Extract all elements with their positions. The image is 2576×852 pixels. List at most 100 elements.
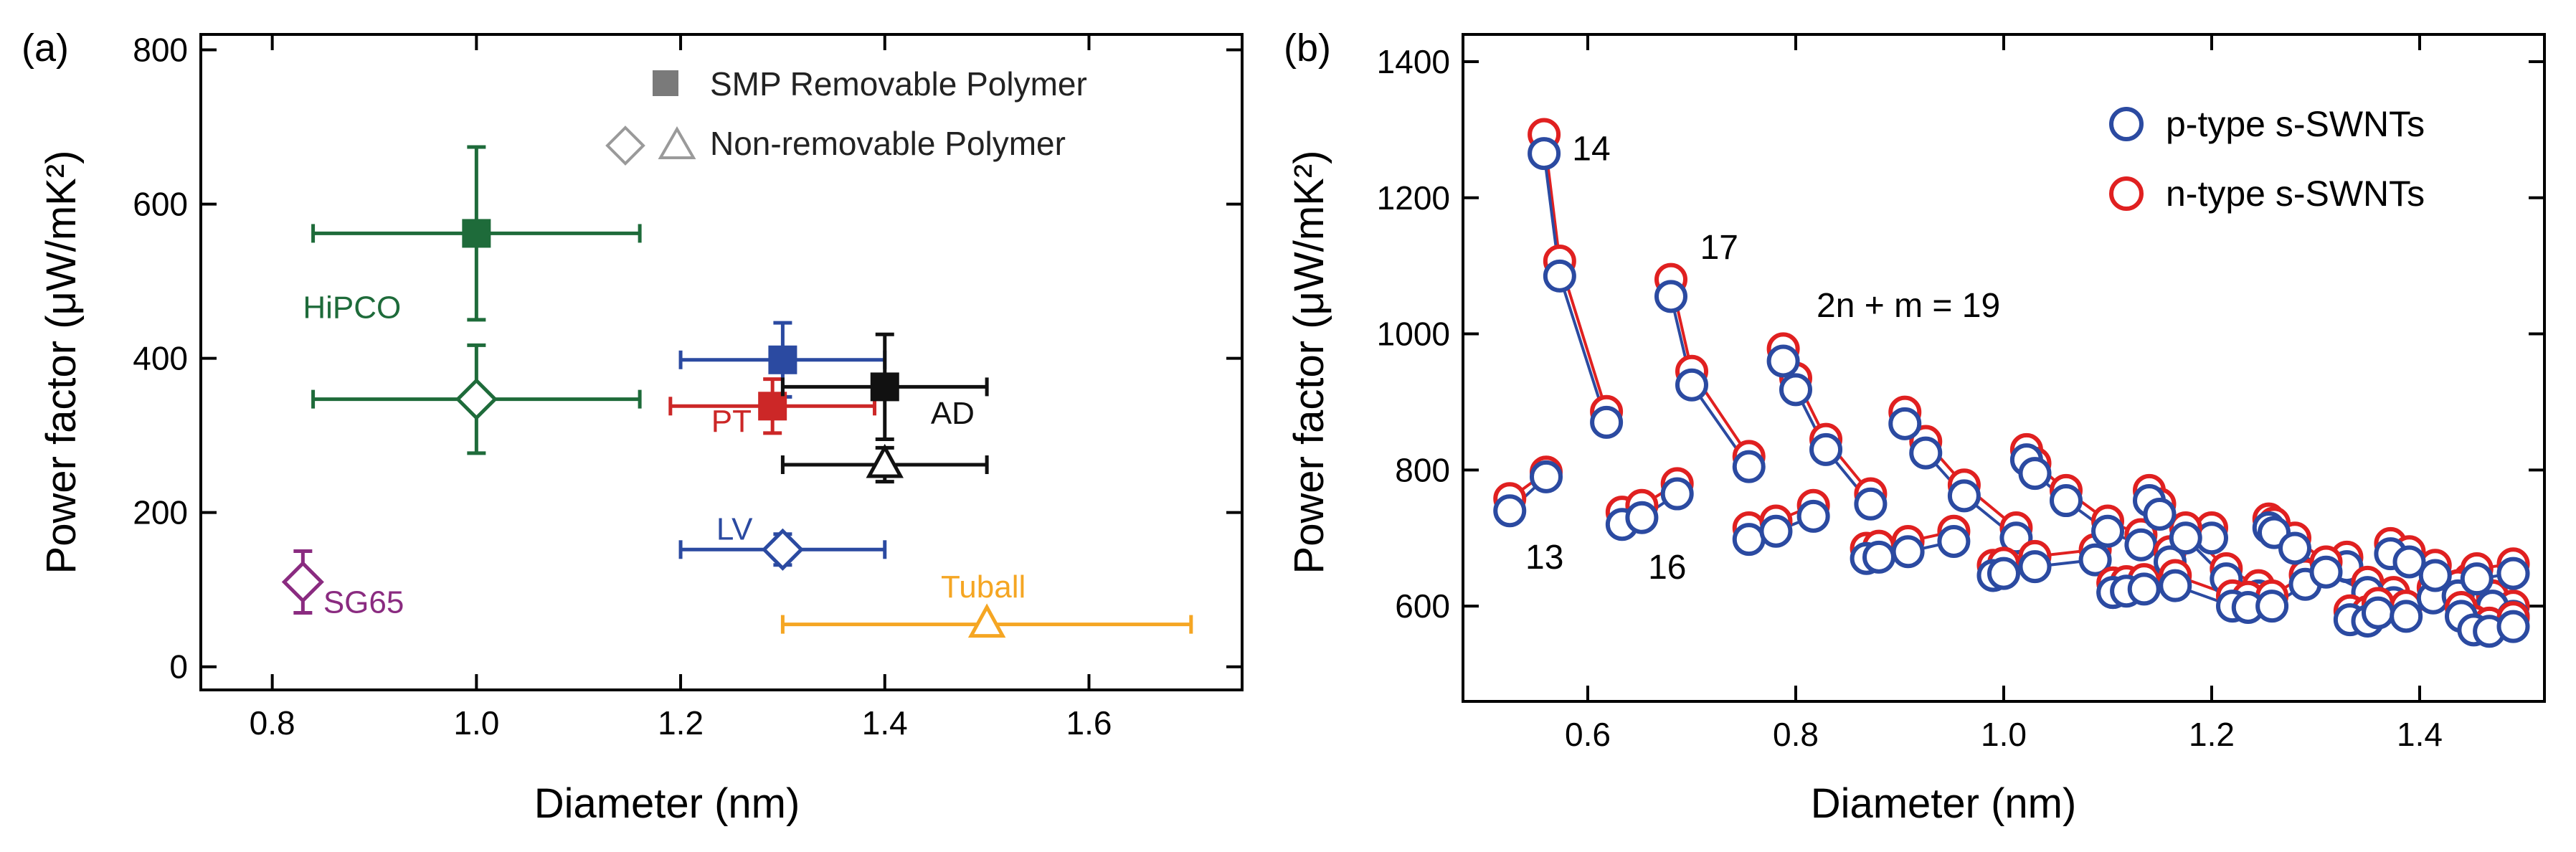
x-tick-label: 1.0 [453,704,499,742]
family-annotation-label: 17 [1700,229,1738,267]
x-tick-label: 1.2 [2189,716,2235,753]
p-type-family-point [2460,562,2494,596]
y-tick-label: 0 [169,648,188,686]
legend-p-type-marker [2109,107,2144,141]
x-tick-label: 1.2 [658,704,704,742]
p-type-family-point [1759,514,1793,548]
y-tick-label: 400 [133,340,188,377]
data-point-lv-square [768,345,797,374]
p-type-family-point [1660,477,1694,511]
p-type-family-point [2418,559,2452,592]
annotation-label-tuball: Tuball [941,569,1026,605]
legend-n-type-marker [2109,176,2144,211]
p-type-family-point [2018,457,2052,491]
p-type-family-point [1732,523,1766,557]
panel-b-x-axis-label: Diameter (nm) [1811,780,2077,827]
data-point-hipco-diamond [455,378,498,421]
p-type-family-point [2124,528,2158,562]
p-type-family-point [2390,600,2423,633]
panel-b-chart: (b) Power factor (μW/mK²) Diameter (nm) … [1284,27,2546,827]
p-type-family-point [2091,514,2124,548]
y-tick-label: 800 [1395,451,1450,488]
p-type-family-point [2309,555,2343,589]
p-type-family-point [1654,280,1687,313]
p-type-family-point [2169,521,2202,555]
p-type-family-point [2278,531,2311,565]
panel-a-label: (a) [22,27,69,70]
family-annotation-label: 2n + m = 19 [1817,287,2000,325]
annotation-label-lv: LV [716,511,753,546]
p-type-family-point [1862,540,1895,574]
panel-a-chart: (a) Power factor (μW/mK²) Diameter (nm) … [22,27,1244,827]
p-type-family-point [1809,432,1843,466]
y-tick-label: 1400 [1377,43,1450,80]
p-type-family-point [1909,436,1943,470]
p-type-family-point [2127,572,2161,606]
annotation-label-sg65: SG65 [323,584,404,620]
family-annotation-label: 13 [1525,539,1563,577]
p-type-family-point [1732,450,1766,483]
data-point-lv-diamond [761,528,804,571]
panel-a-y-axis-label: Power factor (μW/mK²) [38,151,85,574]
p-type-family-point [2159,569,2192,602]
p-type-family-point [2018,550,2052,584]
p-type-family-point [2392,545,2426,579]
p-type-family-point [1590,405,1624,439]
legend-removable-label: SMP Removable Polymer [710,65,1087,103]
p-type-family-point [1625,501,1659,534]
p-type-family-point [1766,344,1800,378]
data-point-pt-square [758,392,787,421]
x-tick-label: 0.6 [1565,716,1611,753]
y-tick-label: 600 [133,186,188,223]
p-type-family-point [2143,498,2177,531]
x-tick-label: 1.4 [862,704,908,742]
annotation-label-pt: PT [711,404,752,439]
annotation-label-ad: AD [931,396,975,431]
p-type-family-point [2496,610,2530,643]
annotation-label-hipco: HiPCO [303,290,401,326]
x-tick-label: 1.6 [1066,704,1112,742]
panel-a-legend: SMP Removable Polymer Non-removable Poly… [605,65,1087,166]
panel-b-label: (b) [1284,27,1331,70]
p-type-family-point [2496,557,2530,590]
panel-b-y-axis-label: Power factor (μW/mK²) [1286,151,1332,574]
p-type-family-point [1543,259,1576,293]
p-type-family-point [1854,487,1888,521]
legend-filled-square-marker [653,70,678,96]
y-tick-label: 600 [1395,587,1450,625]
p-type-family-point [1528,137,1561,171]
p-type-family-point [1796,499,1830,533]
legend-diamond-marker [605,126,645,166]
y-tick-label: 1200 [1377,179,1450,217]
legend-n-type-label: n-type s-SWNTs [2166,174,2425,214]
p-type-family-point [1888,407,1922,440]
data-point-hipco-square [462,219,491,248]
panel-b-legend: p-type s-SWNTs n-type s-SWNTs [2109,104,2425,214]
data-point-tuball-triangle [967,603,1006,638]
p-type-family-point [1779,373,1812,407]
y-tick-label: 1000 [1377,316,1450,353]
family-annotation-label: 16 [1648,549,1686,587]
p-type-family-point [1891,535,1925,569]
x-tick-label: 0.8 [250,704,295,742]
y-tick-label: 200 [133,494,188,531]
p-type-family-point [1530,460,1563,493]
data-point-ad-triangle [866,443,904,478]
data-point-sg65-diamond [281,560,324,603]
p-type-family-point [1947,479,1981,513]
x-tick-label: 1.0 [1981,716,2027,753]
p-type-family-point [1675,368,1708,402]
p-type-family-point [2362,596,2395,630]
p-type-family-point [2050,484,2083,518]
p-type-family-point [1987,557,2020,590]
p-type-family-point [2255,590,2289,623]
y-tick-label: 800 [133,32,188,69]
panel-a-x-axis-label: Diameter (nm) [534,780,800,827]
x-tick-label: 0.8 [1773,716,1819,753]
legend-p-type-label: p-type s-SWNTs [2166,104,2425,144]
p-type-family-point [1937,524,1971,558]
p-type-family-point [1493,494,1527,528]
family-annotation-label: 14 [1572,131,1610,169]
data-point-ad-square [870,372,899,402]
